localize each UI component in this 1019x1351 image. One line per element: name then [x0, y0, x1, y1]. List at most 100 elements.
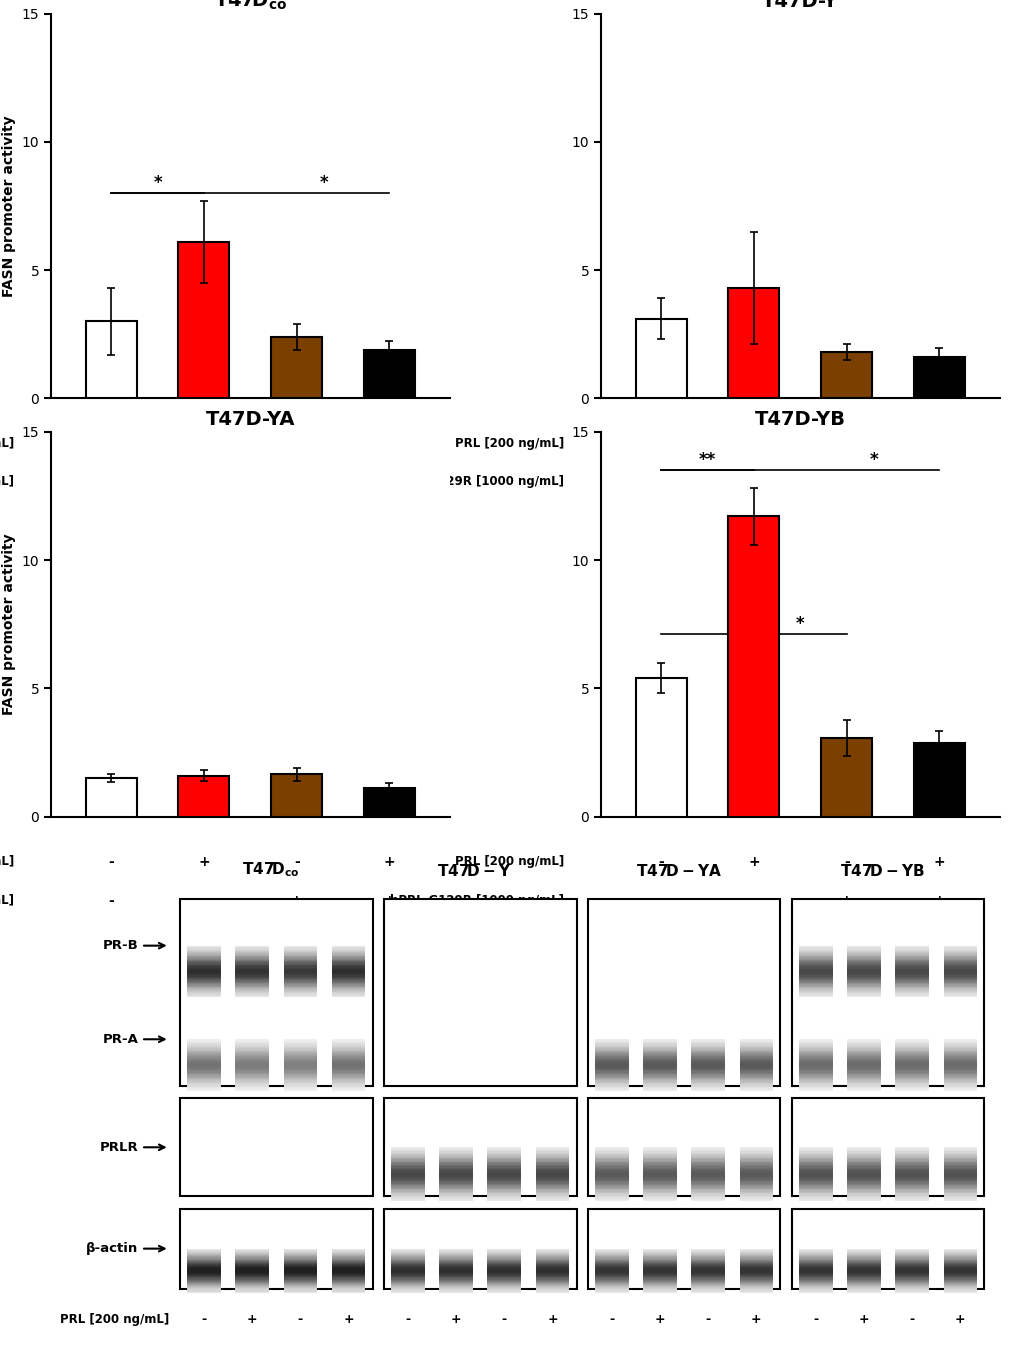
Bar — [179, 1098, 372, 1197]
Title: $\mathbf{T47D}_{\mathbf{co}}$: $\mathbf{T47D}_{\mathbf{co}}$ — [213, 0, 286, 12]
Text: +: + — [840, 893, 852, 908]
Bar — [791, 1098, 983, 1197]
Text: +: + — [383, 855, 394, 869]
Text: +: + — [383, 893, 394, 908]
Text: +: + — [747, 436, 759, 451]
Text: -: - — [108, 893, 114, 908]
Bar — [383, 898, 576, 1086]
Bar — [635, 678, 686, 816]
Bar — [271, 336, 322, 399]
Bar — [179, 1209, 372, 1289]
Text: -: - — [501, 1313, 506, 1327]
Text: hPRL-G129R [1000 ng/mL]: hPRL-G129R [1000 ng/mL] — [0, 476, 14, 488]
Bar — [791, 898, 983, 1086]
Text: hPRL-G129R [1000 ng/mL]: hPRL-G129R [1000 ng/mL] — [0, 893, 14, 907]
Bar — [364, 789, 415, 816]
Text: +: + — [932, 436, 945, 451]
Text: hPRL-G129R [1000 ng/mL]: hPRL-G129R [1000 ng/mL] — [389, 893, 564, 907]
Text: -: - — [201, 476, 207, 489]
Bar — [271, 774, 322, 816]
Text: -: - — [108, 476, 114, 489]
Text: -: - — [293, 436, 300, 451]
Text: $\mathbf{T47D-YA}$: $\mathbf{T47D-YA}$ — [635, 863, 720, 880]
Bar — [635, 319, 686, 399]
Text: β-actin: β-actin — [86, 1242, 139, 1255]
Text: -: - — [108, 855, 114, 869]
Text: PRL [200 ng/mL]: PRL [200 ng/mL] — [454, 436, 564, 450]
Text: +: + — [932, 476, 945, 489]
Bar — [820, 739, 871, 816]
Text: -: - — [293, 855, 300, 869]
Text: **: ** — [698, 451, 715, 469]
Bar — [913, 357, 964, 399]
Bar — [587, 1098, 780, 1197]
Text: -: - — [657, 855, 663, 869]
Text: +: + — [840, 476, 852, 489]
Bar — [728, 516, 779, 816]
Text: +: + — [198, 436, 210, 451]
Bar — [728, 288, 779, 399]
Text: -: - — [298, 1313, 303, 1327]
Text: -: - — [406, 1313, 411, 1327]
Text: -: - — [909, 1313, 914, 1327]
Text: -: - — [201, 893, 207, 908]
Text: $\mathbf{T47D}_{\mathbf{co}}$: $\mathbf{T47D}_{\mathbf{co}}$ — [242, 861, 300, 880]
Text: *: * — [795, 615, 804, 634]
Text: -: - — [657, 436, 663, 451]
Text: PRL [200 ng/mL]: PRL [200 ng/mL] — [0, 855, 14, 869]
Bar — [383, 1209, 576, 1289]
Bar — [86, 778, 137, 816]
Bar — [913, 743, 964, 816]
Text: +: + — [750, 1313, 761, 1327]
Text: +: + — [383, 476, 394, 489]
Text: +: + — [747, 855, 759, 869]
Text: +: + — [954, 1313, 965, 1327]
Text: $\mathbf{T47D-YB}$: $\mathbf{T47D-YB}$ — [840, 863, 924, 880]
Bar — [587, 898, 780, 1086]
Text: -: - — [657, 893, 663, 908]
Title: T47D-YB: T47D-YB — [754, 409, 845, 428]
Text: -: - — [812, 1313, 817, 1327]
Text: +: + — [198, 855, 210, 869]
Bar — [587, 1209, 780, 1289]
Bar — [791, 1209, 983, 1289]
Bar — [86, 322, 137, 399]
Text: PRL [200 ng/mL]: PRL [200 ng/mL] — [0, 436, 14, 450]
Text: $\mathbf{T47D-Y}$: $\mathbf{T47D-Y}$ — [437, 863, 512, 880]
Text: +: + — [932, 855, 945, 869]
Text: PRL [200 ng/mL]: PRL [200 ng/mL] — [454, 855, 564, 869]
Bar — [383, 1098, 576, 1197]
Text: -: - — [750, 476, 756, 489]
Text: PR-B: PR-B — [103, 939, 139, 952]
Bar — [178, 775, 229, 816]
Text: -: - — [108, 436, 114, 451]
Title: T47D-Y: T47D-Y — [761, 0, 838, 11]
Text: +: + — [654, 1313, 664, 1327]
Text: *: * — [869, 451, 878, 469]
Text: *: * — [153, 174, 162, 192]
Text: -: - — [705, 1313, 710, 1327]
Text: PRL [200 ng/mL]: PRL [200 ng/mL] — [60, 1313, 169, 1327]
Bar — [179, 898, 372, 1086]
Text: -: - — [657, 476, 663, 489]
Text: +: + — [546, 1313, 557, 1327]
Text: +: + — [383, 436, 394, 451]
Text: hPRL-G129R [1000 ng/mL]: hPRL-G129R [1000 ng/mL] — [389, 476, 564, 488]
Title: T47D-YA: T47D-YA — [206, 409, 294, 428]
Text: -: - — [750, 893, 756, 908]
Text: -: - — [843, 436, 849, 451]
Text: +: + — [858, 1313, 868, 1327]
Text: +: + — [290, 893, 303, 908]
Text: -: - — [202, 1313, 207, 1327]
Y-axis label: FASN promoter activity: FASN promoter activity — [2, 115, 16, 297]
Text: +: + — [247, 1313, 257, 1327]
Text: -: - — [843, 855, 849, 869]
Y-axis label: FASN promoter activity: FASN promoter activity — [2, 534, 16, 715]
Text: +: + — [450, 1313, 461, 1327]
Text: +: + — [932, 893, 945, 908]
Text: +: + — [290, 476, 303, 489]
Text: PRLR: PRLR — [100, 1140, 139, 1154]
Text: -: - — [608, 1313, 613, 1327]
Bar — [820, 353, 871, 399]
Text: *: * — [320, 174, 328, 192]
